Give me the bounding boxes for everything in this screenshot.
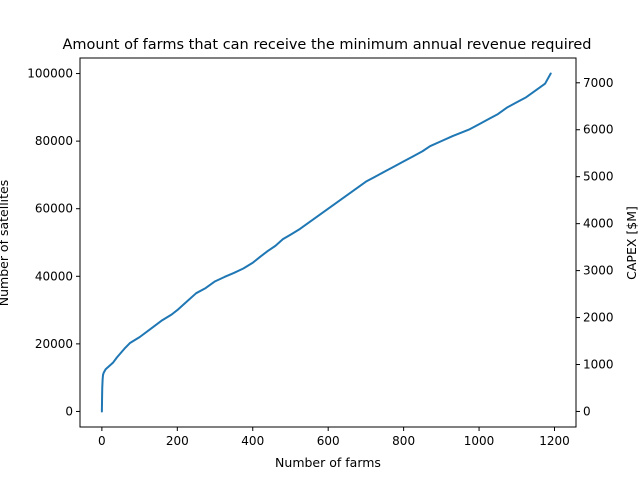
y-axis-left: 0 20000 40000 60000 80000 100000 — [27, 67, 80, 418]
x-axis-label: Number of farms — [275, 455, 381, 470]
x-tick-label: 0 — [98, 434, 106, 448]
x-tick-label: 600 — [317, 434, 340, 448]
y-right-tick-label: 1000 — [583, 358, 614, 372]
x-tick-label: 1000 — [464, 434, 495, 448]
y-tick-label: 20000 — [35, 337, 73, 351]
y-right-tick-label: 3000 — [583, 264, 614, 278]
x-tick-label: 1200 — [539, 434, 570, 448]
x-tick-label: 400 — [241, 434, 264, 448]
y-axis-right: 0 1000 2000 3000 4000 5000 6000 7000 — [576, 76, 614, 418]
y-tick-label: 100000 — [27, 67, 73, 81]
plot-frame — [79, 57, 577, 428]
y-axis-right-label: CAPEX [$M] — [624, 206, 639, 280]
y-tick-label: 60000 — [35, 202, 73, 216]
y-right-tick-label: 6000 — [583, 123, 614, 137]
y-tick-label: 0 — [65, 404, 73, 418]
series-line — [100, 72, 552, 413]
y-right-tick-label: 5000 — [583, 170, 614, 184]
y-right-tick-label: 7000 — [583, 76, 614, 90]
y-right-tick-label: 0 — [583, 404, 591, 418]
y-right-tick-label: 2000 — [583, 311, 614, 325]
y-tick-label: 40000 — [35, 269, 73, 283]
y-right-tick-label: 4000 — [583, 217, 614, 231]
x-axis: 0 200 400 600 800 1000 1200 — [98, 427, 570, 448]
x-tick-label: 200 — [166, 434, 189, 448]
y-tick-label: 80000 — [35, 134, 73, 148]
chart-title: Amount of farms that can receive the min… — [62, 37, 591, 53]
x-tick-label: 800 — [392, 434, 415, 448]
y-axis-label: Number of satellites — [0, 180, 11, 307]
